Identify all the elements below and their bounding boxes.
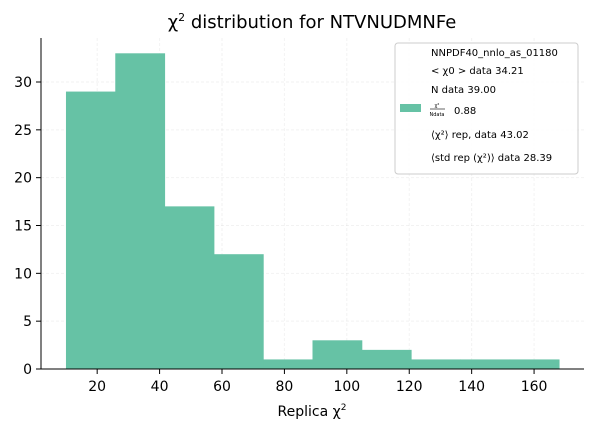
histogram-bar: [312, 340, 363, 369]
legend-chi2: < χ0 > data 34.21: [431, 66, 524, 77]
legend-series-name: NNPDF40_nnlo_as_01180: [431, 48, 558, 59]
legend-std: ⟨std rep (χ²)⟩ data 28.39: [431, 153, 552, 164]
histogram-bar: [411, 359, 461, 369]
legend: NNPDF40_nnlo_as_01180 < χ0 > data 34.21 …: [394, 42, 579, 175]
legend-std-label: ⟨std rep (χ²)⟩ data: [431, 153, 520, 164]
x-tick-label: 140: [458, 379, 485, 395]
x-tick-label: 80: [275, 379, 293, 395]
legend-std-value: 28.39: [524, 153, 553, 164]
histogram-bar: [263, 359, 313, 369]
histogram-bar: [115, 53, 166, 369]
x-ticks: 20 40 60 80 100 120 140 160: [88, 369, 547, 395]
legend-frame: [394, 42, 579, 175]
x-tick-label: 60: [213, 379, 231, 395]
x-axis-label-sup: 2: [341, 403, 347, 413]
y-tick-label: 0: [23, 362, 32, 378]
legend-rep: ⟨χ²⟩ rep, data 43.02: [431, 130, 529, 141]
histogram-bar: [213, 254, 264, 369]
y-tick-label: 20: [14, 171, 32, 187]
x-tick-label: 120: [396, 379, 423, 395]
y-tick-label: 5: [23, 314, 32, 330]
y-tick-label: 25: [14, 123, 32, 139]
histogram-bar: [509, 359, 560, 369]
x-tick-label: 40: [151, 379, 169, 395]
chart-title-sup: 2: [178, 11, 185, 24]
histogram-bar: [164, 206, 215, 369]
y-tick-label: 15: [14, 219, 32, 235]
x-axis-label-prefix: Replica χ: [278, 404, 341, 420]
chart-title-prefix: χ: [168, 12, 178, 33]
legend-ndata: N data 39.00: [431, 85, 496, 96]
legend-chi2-label: < χ0 > data: [431, 66, 492, 77]
x-tick-label: 100: [333, 379, 360, 395]
legend-rep-value: 43.02: [500, 130, 529, 141]
chart-title-suffix: distribution for NTVNUDMNFe: [185, 12, 456, 33]
chart-title: χ2 distribution for NTVNUDMNFe: [168, 11, 457, 33]
y-tick-label: 10: [14, 266, 32, 282]
y-ticks: 0 5 10 15 20 25 30: [14, 75, 41, 378]
legend-ndata-value: 39.00: [467, 85, 496, 96]
y-tick-label: 30: [14, 75, 32, 91]
legend-rep-label: ⟨χ²⟩ rep, data: [431, 130, 497, 141]
legend-chi2-value: 34.21: [495, 66, 524, 77]
x-axis-label: Replica χ2: [278, 403, 347, 420]
x-tick-label: 20: [88, 379, 106, 395]
histogram-bar: [65, 91, 116, 369]
legend-ndata-label: N data: [431, 85, 464, 96]
histogram-bar: [460, 359, 511, 369]
bars: [65, 53, 560, 369]
legend-ratio-num: χ²: [435, 103, 440, 109]
legend-ratio-den: Ndata: [429, 112, 444, 118]
legend-ratio-value: 0.88: [454, 106, 476, 117]
legend-swatch: [400, 104, 421, 112]
histogram-bar: [361, 349, 412, 369]
x-tick-label: 160: [521, 379, 548, 395]
